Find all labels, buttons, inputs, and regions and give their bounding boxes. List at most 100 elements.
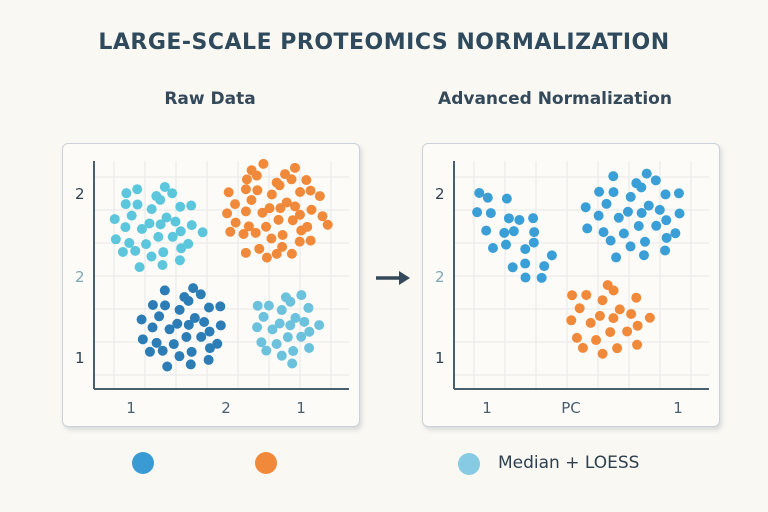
- data-point: [159, 285, 170, 296]
- data-point: [183, 238, 194, 249]
- raw-data-plot: 2 2 1 1 2 1: [62, 143, 360, 427]
- data-point: [285, 320, 296, 331]
- legend-marker: [132, 452, 154, 474]
- data-point: [147, 322, 158, 333]
- data-point: [246, 165, 257, 176]
- data-point: [264, 203, 275, 214]
- data-point: [161, 212, 172, 223]
- data-point: [651, 220, 662, 231]
- data-point: [661, 232, 672, 243]
- data-point: [314, 320, 325, 331]
- data-point: [674, 208, 685, 219]
- data-point: [126, 210, 137, 221]
- data-point: [282, 332, 293, 343]
- data-point: [174, 255, 185, 266]
- data-point: [196, 331, 207, 342]
- data-point: [304, 342, 315, 353]
- data-point: [625, 241, 636, 252]
- data-point: [638, 250, 649, 261]
- data-point: [175, 201, 186, 212]
- y-tick-label: 2: [435, 185, 445, 203]
- x-tick-label: 1: [673, 399, 683, 417]
- data-point: [520, 258, 531, 269]
- y-tick-label: 1: [435, 349, 445, 367]
- data-point: [294, 236, 305, 247]
- data-point: [121, 188, 132, 199]
- data-point: [295, 187, 306, 198]
- data-point: [481, 225, 492, 236]
- data-point: [271, 177, 282, 188]
- data-point: [286, 248, 297, 259]
- x-tick-label: PC: [561, 399, 581, 417]
- data-point: [263, 300, 274, 311]
- data-point: [605, 235, 616, 246]
- data-point: [240, 206, 251, 217]
- data-point: [243, 221, 254, 232]
- data-point: [643, 200, 654, 211]
- data-point: [199, 317, 210, 328]
- data-point: [296, 290, 307, 301]
- data-point: [155, 219, 166, 230]
- data-point: [204, 302, 215, 313]
- data-point: [501, 193, 512, 204]
- data-point: [160, 300, 171, 311]
- normalized-scatter: 2 2 1 1 PC 1: [435, 161, 709, 417]
- data-point: [482, 192, 493, 203]
- data-point: [271, 338, 282, 349]
- data-point: [276, 305, 287, 316]
- data-point: [174, 304, 185, 315]
- data-point: [164, 324, 175, 335]
- data-point: [238, 228, 249, 239]
- data-point: [654, 204, 665, 215]
- data-point: [120, 199, 131, 210]
- data-point: [241, 174, 252, 185]
- arrow-right-icon: [376, 271, 410, 285]
- data-point: [528, 213, 539, 224]
- data-point: [305, 235, 316, 246]
- data-point: [158, 247, 169, 258]
- data-point: [271, 248, 282, 259]
- data-point: [174, 351, 185, 362]
- data-point: [608, 313, 619, 324]
- y-tick-label: 2: [75, 185, 85, 203]
- data-point: [528, 237, 539, 248]
- data-point: [581, 289, 592, 300]
- data-point: [608, 171, 619, 182]
- data-point: [514, 214, 525, 225]
- data-point: [594, 186, 605, 197]
- data-point: [230, 217, 241, 228]
- data-point: [614, 304, 625, 315]
- data-point: [641, 168, 652, 179]
- data-point: [474, 187, 485, 198]
- data-point: [215, 301, 226, 312]
- data-point: [520, 244, 531, 255]
- data-point: [302, 221, 313, 232]
- data-point: [266, 189, 277, 200]
- x-tick-label: 1: [126, 399, 136, 417]
- data-point: [503, 213, 514, 224]
- data-point: [197, 227, 208, 238]
- data-point: [189, 312, 200, 323]
- x-tick-label: 2: [221, 399, 231, 417]
- data-point: [650, 175, 661, 186]
- data-point: [644, 312, 655, 323]
- data-point: [290, 312, 301, 323]
- data-point: [306, 204, 317, 215]
- data-point: [632, 339, 643, 350]
- data-point: [170, 216, 181, 227]
- data-point: [294, 209, 305, 220]
- data-point: [580, 202, 591, 213]
- data-point: [594, 310, 605, 321]
- data-point: [110, 234, 121, 245]
- data-point: [276, 350, 287, 361]
- data-point: [203, 354, 214, 365]
- data-point: [188, 283, 199, 294]
- data-point: [499, 227, 510, 238]
- data-point: [252, 185, 263, 196]
- data-point: [314, 191, 325, 202]
- data-point: [246, 195, 257, 206]
- data-point: [597, 348, 608, 359]
- data-point: [153, 231, 164, 242]
- data-point: [109, 214, 120, 225]
- data-point: [240, 247, 251, 258]
